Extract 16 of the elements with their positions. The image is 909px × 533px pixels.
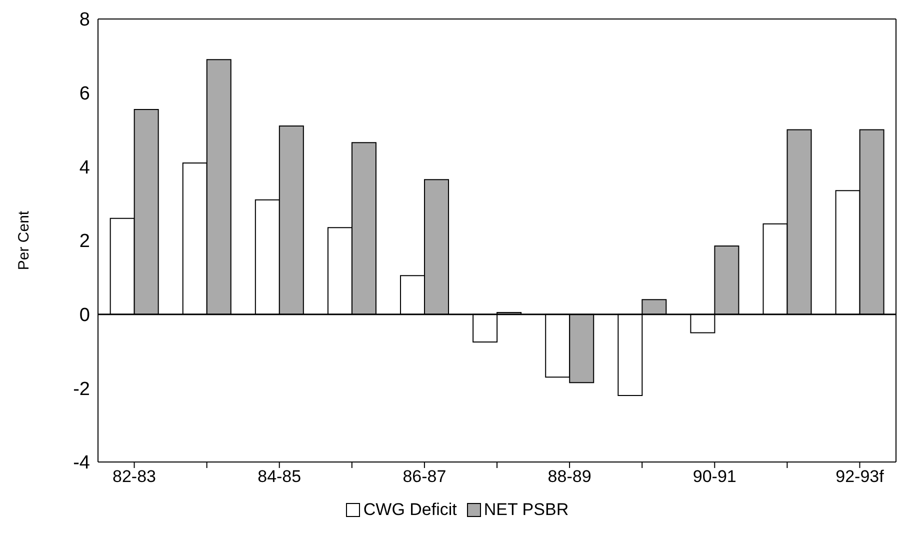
x-tick-label: 82-83 [112,467,156,486]
y-axis-title: Per Cent [15,210,32,270]
legend-label: NET PSBR [484,500,569,520]
legend-label: CWG Deficit [363,500,457,520]
y-tick-label: 2 [79,231,90,252]
x-tick-label: 88-89 [548,467,592,486]
x-tick-label: 84-85 [258,467,302,486]
x-tick-label: 90-91 [692,467,736,486]
y-tick-label: -4 [73,452,90,474]
x-tick-label: 92-93f [836,467,884,486]
y-tick-label: 6 [79,84,90,105]
y-tick-label: 8 [79,10,90,31]
y-tick-label: 4 [79,157,90,178]
y-tick-label: 0 [79,305,90,326]
x-tick-label: 86-87 [402,467,446,486]
y-tick-label: -2 [73,378,90,400]
